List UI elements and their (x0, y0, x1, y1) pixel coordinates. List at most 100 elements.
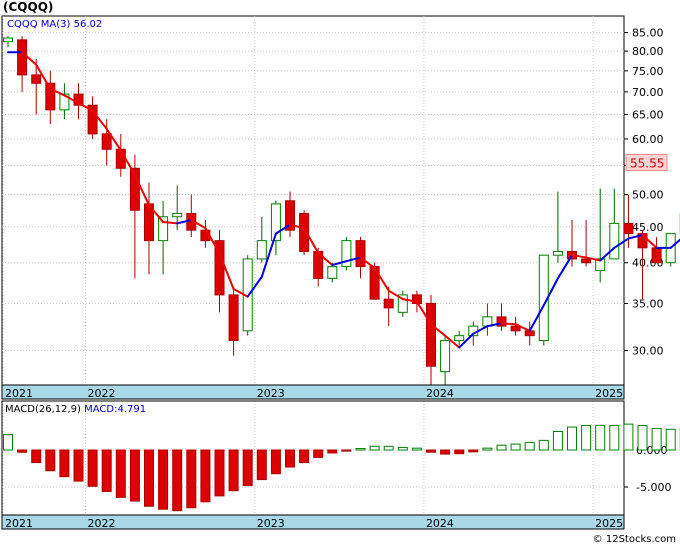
macd-bar-negative (426, 449, 436, 453)
ma3-segment (274, 223, 291, 235)
ma3-segment (345, 256, 362, 263)
legend-ma: MA(3) 56.02 (41, 19, 102, 30)
price-tick-label: 30.00 (632, 345, 664, 358)
macd-bar-positive (581, 425, 592, 451)
candle-up (256, 240, 267, 260)
x-axis-label: 2024 (426, 387, 454, 400)
macd-bar-negative (454, 449, 465, 455)
ma3-segment (556, 254, 573, 280)
x-axis-label: 2023 (257, 387, 285, 400)
macd-bar-positive (496, 444, 507, 451)
ma3-segment (289, 223, 306, 230)
price-plot-frame (1, 15, 625, 386)
ma3-segment (613, 237, 630, 249)
macd-bar-positive (623, 423, 634, 451)
candle-down (510, 325, 521, 332)
ma3-segment (430, 323, 447, 337)
macd-bar-positive (510, 443, 521, 451)
price-tick-label: 70.00 (632, 86, 664, 99)
price-tick-label: 35.00 (632, 297, 664, 310)
macd-x-axis-label: 2022 (88, 517, 116, 530)
macd-bar-negative (115, 449, 126, 498)
candle-up (454, 335, 465, 342)
x-axis-label: 2021 (5, 387, 33, 400)
ma3-segment (303, 227, 320, 254)
macd-params: MACD(26,12,9) (5, 404, 81, 415)
candle-up (327, 266, 338, 279)
price-legend: CQQQ MA(3) 56.02 (7, 19, 102, 30)
ma3-segment (458, 332, 475, 349)
candle-up (397, 294, 408, 313)
ma3-segment (585, 256, 602, 262)
candle-down (228, 294, 239, 342)
macd-legend: MACD(26,12,9) MACD:4.791 (5, 404, 146, 415)
ma3-segment (514, 323, 531, 332)
ma3-segment (359, 256, 376, 270)
candle-down (87, 104, 98, 135)
candle-up (158, 216, 169, 242)
macd-bar-positive (552, 431, 563, 451)
macd-x-axis-label: 2025 (595, 517, 623, 530)
candle-down (496, 316, 507, 327)
macd-bar-negative (242, 449, 253, 487)
ma3-segment (669, 238, 680, 249)
candle-up (440, 340, 451, 373)
candle-up (341, 240, 352, 268)
macd-bar-positive (665, 428, 676, 451)
page-title: (CQQQ) (3, 0, 54, 14)
macd-bar-negative (327, 449, 338, 454)
x-axis-label: 2025 (595, 387, 623, 400)
macd-bar-negative (313, 449, 324, 458)
ma3-segment (21, 51, 38, 66)
ma3-segment (176, 219, 193, 225)
candle-down (369, 266, 380, 300)
macd-bar-negative (200, 449, 211, 503)
candle-down (637, 233, 648, 249)
macd-bar-positive (411, 447, 422, 451)
ma3-segment (373, 267, 390, 292)
candle-down (581, 258, 592, 264)
ma3-segment (204, 227, 221, 255)
macd-bar-positive (482, 447, 493, 451)
macd-bar-positive (355, 448, 366, 451)
ma3-segment (317, 251, 334, 267)
macd-bar-negative (214, 449, 225, 497)
price-tick-label: 45.00 (632, 221, 664, 234)
candle-up (609, 222, 620, 260)
ma3-segment (387, 289, 404, 301)
macd-bar-negative (172, 449, 183, 512)
macd-value: MACD:4.791 (81, 404, 146, 415)
ma3-segment (500, 322, 517, 326)
candle-down (426, 302, 436, 367)
candle-down (623, 222, 634, 235)
macd-bar-negative (73, 449, 84, 482)
candle-up (172, 212, 183, 218)
ma3-segment (627, 234, 644, 240)
macd-bar-negative (45, 449, 56, 472)
ma3-segment (599, 246, 616, 262)
macd-bar-positive (524, 442, 535, 451)
ma3-segment (119, 149, 136, 177)
candle-up (270, 203, 281, 242)
macd-bar-negative (59, 449, 70, 478)
ma3-segment (162, 221, 179, 225)
macd-bar-negative (256, 449, 267, 481)
ma3-segment (105, 127, 122, 152)
ma3-segment (528, 304, 545, 332)
ma3-segment (49, 87, 66, 97)
ma3-segment (571, 254, 588, 259)
ma3-segment (472, 325, 489, 335)
macd-bar-positive (369, 445, 380, 451)
macd-bar-positive (538, 439, 549, 451)
macd-bar-negative (144, 449, 154, 507)
ma3-segment (542, 277, 559, 307)
ma3-segment (641, 234, 658, 249)
ma3-segment (486, 322, 503, 328)
ma3-segment (133, 174, 150, 207)
macd-bar-positive (3, 433, 13, 451)
macd-bar-negative (299, 449, 310, 464)
price-tick-label: 80.00 (632, 45, 664, 58)
macd-x-axis-label: 2023 (257, 517, 285, 530)
candle-up (552, 250, 563, 256)
